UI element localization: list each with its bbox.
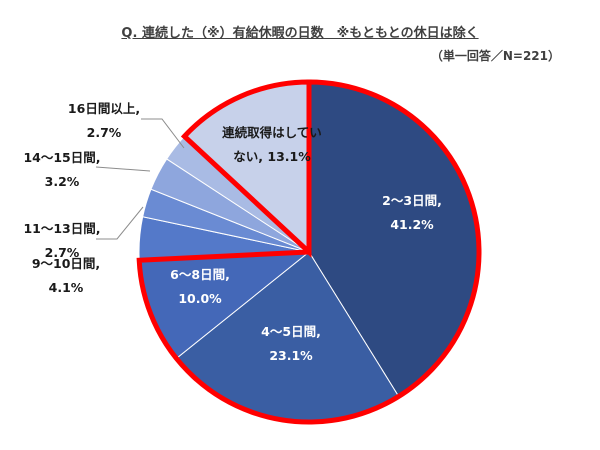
highlight-outline [180, 79, 312, 258]
data-label: 16日間以上, [68, 101, 140, 116]
data-label: 23.1% [269, 348, 313, 363]
data-label: 4〜5日間, [261, 324, 321, 339]
data-label: 10.0% [178, 291, 222, 306]
leader-line [95, 166, 151, 172]
data-label: 41.2% [390, 217, 434, 232]
data-label: 連続取得はしてい [222, 125, 322, 140]
data-label: 6〜8日間, [170, 267, 230, 282]
data-label: 11〜13日間, [23, 221, 100, 236]
chart-title: Q. 連続した（※）有給休暇の日数 ※もともとの休日は除く [121, 26, 479, 41]
data-label: 14〜15日間, [23, 150, 100, 165]
leader-line [96, 206, 144, 240]
highlight-outline [136, 79, 482, 425]
chart-subtitle: （単一回答／N=221） [430, 49, 560, 63]
data-label: 2.7% [87, 125, 122, 140]
leader-line [141, 118, 185, 149]
data-label: 2〜3日間, [382, 193, 442, 208]
data-label: 2.7% [45, 245, 80, 260]
data-label: 3.2% [45, 174, 80, 189]
data-label: ない, 13.1% [233, 149, 311, 164]
data-label: 4.1% [49, 280, 84, 295]
data-label: 9〜10日間, [32, 256, 100, 271]
